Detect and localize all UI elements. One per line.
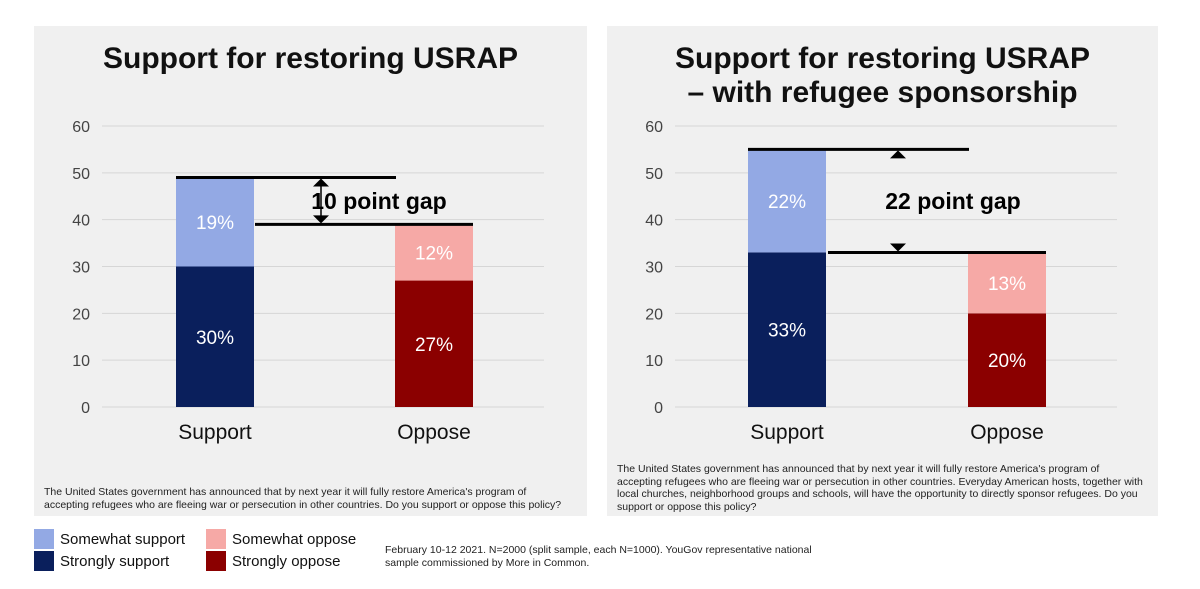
data-label: 20% [988,351,1026,372]
legend-oppose: Somewhat oppose Strongly oppose [206,528,356,572]
y-tick-label: 10 [645,353,663,370]
data-label: 22% [768,192,806,213]
y-tick-label: 50 [72,166,90,183]
x-category-label: Support [178,421,252,444]
y-tick-label: 0 [654,400,663,417]
data-label: 33% [768,321,806,342]
bar-segment-strongly-support [748,252,826,407]
legend-label: Strongly support [60,552,170,570]
y-tick-label: 30 [645,260,663,277]
y-tick-label: 60 [72,119,90,136]
y-tick-label: 30 [72,260,90,277]
legend-label: Somewhat oppose [232,530,357,548]
chart-plot-left: 0 10 20 30 40 50 60 30% 19% 27% 12% Support Oppose 10… [72,119,544,444]
bar-segment-somewhat-oppose [968,252,1046,314]
x-category-label: Support [750,421,824,444]
y-tick-label: 20 [645,306,663,323]
y-tick-label: 20 [72,306,90,323]
chart-panel-left: Support for restoring USRAP 0 10 20 30 40 50 6… [34,26,587,516]
legend-item-somewhat-support: Somewhat support [34,528,185,550]
x-category-label: Oppose [970,421,1044,444]
legend-item-strongly-oppose: Strongly oppose [206,550,356,572]
chart-question-note: The United States government has announc… [44,486,562,511]
gap-label: 10 point gap [311,188,446,214]
legend-label: Strongly oppose [232,552,341,570]
chart-plot-right: 0 10 20 30 40 50 60 33% 22% 20% 13% Support Oppose 22… [645,119,1117,444]
bar-segment-strongly-oppose [968,313,1046,407]
chart-panel-right: Support for restoring USRAP – with refug… [607,26,1158,516]
chart-question-note: The United States government has announc… [617,463,1143,513]
legend-label: Somewhat support [60,530,186,548]
x-category-label: Oppose [397,421,471,444]
y-tick-label: 0 [81,400,90,417]
gap-label: 22 point gap [885,188,1020,214]
gap-arrow-down [890,243,906,252]
source-note: February 10-12 2021. N=2000 (split sampl… [385,544,812,569]
data-label: 19% [196,213,234,234]
legend-swatch [34,529,54,549]
legend-support: Somewhat support Strongly support [34,528,185,572]
y-tick-label: 60 [645,119,663,136]
chart-title: Support for restoring USRAP [102,42,518,75]
legend-swatch [206,551,226,571]
y-tick-label: 10 [72,353,90,370]
bar-segment-somewhat-support [176,177,254,267]
data-label: 12% [415,243,453,264]
gap-arrow-up [313,178,329,187]
data-label: 27% [415,335,453,356]
bar-segment-somewhat-oppose [395,224,473,281]
bar-segment-strongly-oppose [395,280,473,407]
y-tick-label: 50 [645,166,663,183]
y-tick-label: 40 [645,213,663,230]
chart-title: Support for restoring USRAP – with refug… [674,42,1090,109]
legend-swatch [206,529,226,549]
y-tick-label: 40 [72,213,90,230]
bar-segment-strongly-support [176,266,254,407]
legend-item-somewhat-oppose: Somewhat oppose [206,528,356,550]
bar-segment-somewhat-support [748,149,826,253]
gap-arrow-down [313,215,329,224]
legend-swatch [34,551,54,571]
data-label: 13% [988,274,1026,295]
data-label: 30% [196,328,234,349]
legend-item-strongly-support: Strongly support [34,550,185,572]
gap-arrow-up [890,150,906,159]
